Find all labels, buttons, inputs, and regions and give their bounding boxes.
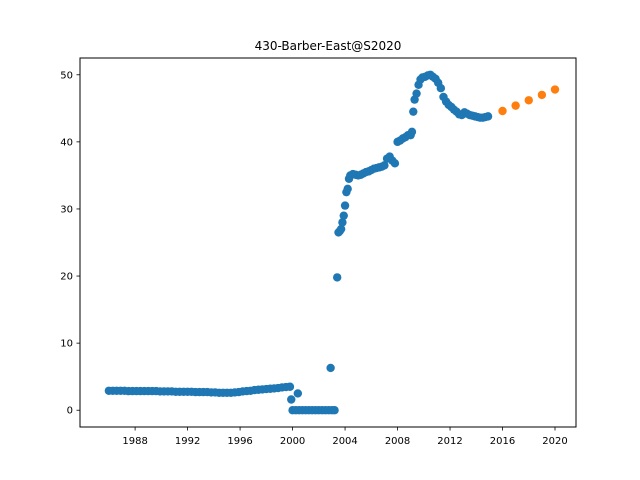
data-point-s1-0	[498, 106, 507, 116]
plot-points	[104, 70, 560, 415]
x-tick-label: 2004	[332, 436, 357, 447]
data-point-s0-64	[332, 273, 342, 282]
chart-title: 430-Barber-East@S2020	[255, 39, 402, 53]
x-tick-label: 1988	[122, 436, 147, 447]
data-point-s0-87	[380, 161, 389, 170]
y-tick-label: 50	[60, 70, 73, 81]
y-tick-label: 30	[60, 204, 73, 215]
data-point-s0-91	[390, 159, 400, 168]
data-point-s0-99	[409, 107, 418, 116]
y-tick-label: 10	[60, 339, 73, 350]
y-tick-label: 0	[67, 406, 73, 417]
x-tick-label: 2016	[490, 436, 515, 447]
plot-frame	[79, 57, 577, 428]
data-point-s0-63	[326, 363, 335, 373]
x-tick-label: 2012	[437, 436, 462, 447]
data-point-s0-111	[436, 83, 446, 93]
data-point-s1-1	[511, 101, 520, 110]
data-point-s0-72	[343, 184, 352, 194]
data-point-s0-68	[338, 218, 347, 227]
data-point-s0-69	[339, 211, 348, 220]
data-point-s0-67	[336, 224, 346, 234]
x-axis: 1988 1992 1996 2000 2004 2008 2012 2016 2020	[122, 427, 568, 447]
x-tick-label: 2020	[542, 436, 567, 447]
data-point-s0-70	[340, 201, 350, 210]
x-tick-label: 1996	[227, 436, 252, 447]
data-point-s0-101	[412, 89, 421, 98]
x-tick-label: 2008	[385, 436, 410, 447]
y-axis: 0 10 20 30 40 50	[60, 70, 80, 417]
data-point-s1-4	[550, 85, 560, 94]
y-tick-label: 40	[60, 137, 73, 148]
y-tick-label: 20	[60, 272, 73, 283]
data-point-s0-47	[287, 395, 296, 404]
data-point-s1-2	[524, 96, 533, 105]
x-tick-label: 1992	[175, 436, 200, 447]
data-point-s1-3	[537, 90, 547, 100]
data-point-s0-129	[483, 112, 493, 121]
x-tick-label: 2000	[280, 436, 305, 447]
data-point-s0-46	[285, 382, 295, 391]
data-point-s0-61	[330, 406, 339, 415]
data-point-s0-62	[293, 389, 303, 398]
data-point-s0-98	[407, 127, 417, 136]
